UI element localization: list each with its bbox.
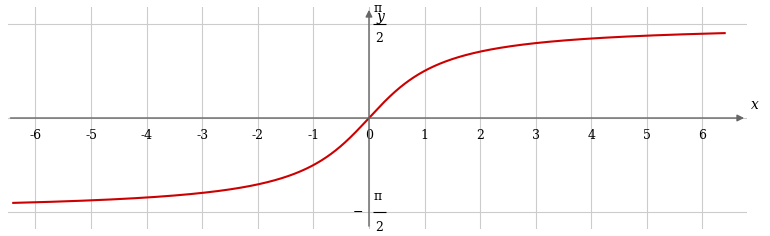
Text: 1: 1 <box>420 129 429 142</box>
Text: -4: -4 <box>141 129 152 142</box>
Text: -2: -2 <box>252 129 264 142</box>
Text: 2: 2 <box>476 129 484 142</box>
Text: π: π <box>373 2 382 15</box>
Text: 2: 2 <box>375 32 383 45</box>
Text: 4: 4 <box>588 129 595 142</box>
Text: 3: 3 <box>532 129 540 142</box>
Text: 0: 0 <box>365 129 373 142</box>
Text: π: π <box>373 190 382 203</box>
Text: -1: -1 <box>307 129 320 142</box>
Text: 5: 5 <box>643 129 651 142</box>
Text: 6: 6 <box>698 129 706 142</box>
Text: -5: -5 <box>85 129 97 142</box>
Text: −: − <box>353 206 363 219</box>
Text: 2: 2 <box>375 221 383 234</box>
Text: y: y <box>377 10 384 24</box>
Text: x: x <box>752 98 759 112</box>
Text: -3: -3 <box>196 129 209 142</box>
Text: -6: -6 <box>29 129 42 142</box>
